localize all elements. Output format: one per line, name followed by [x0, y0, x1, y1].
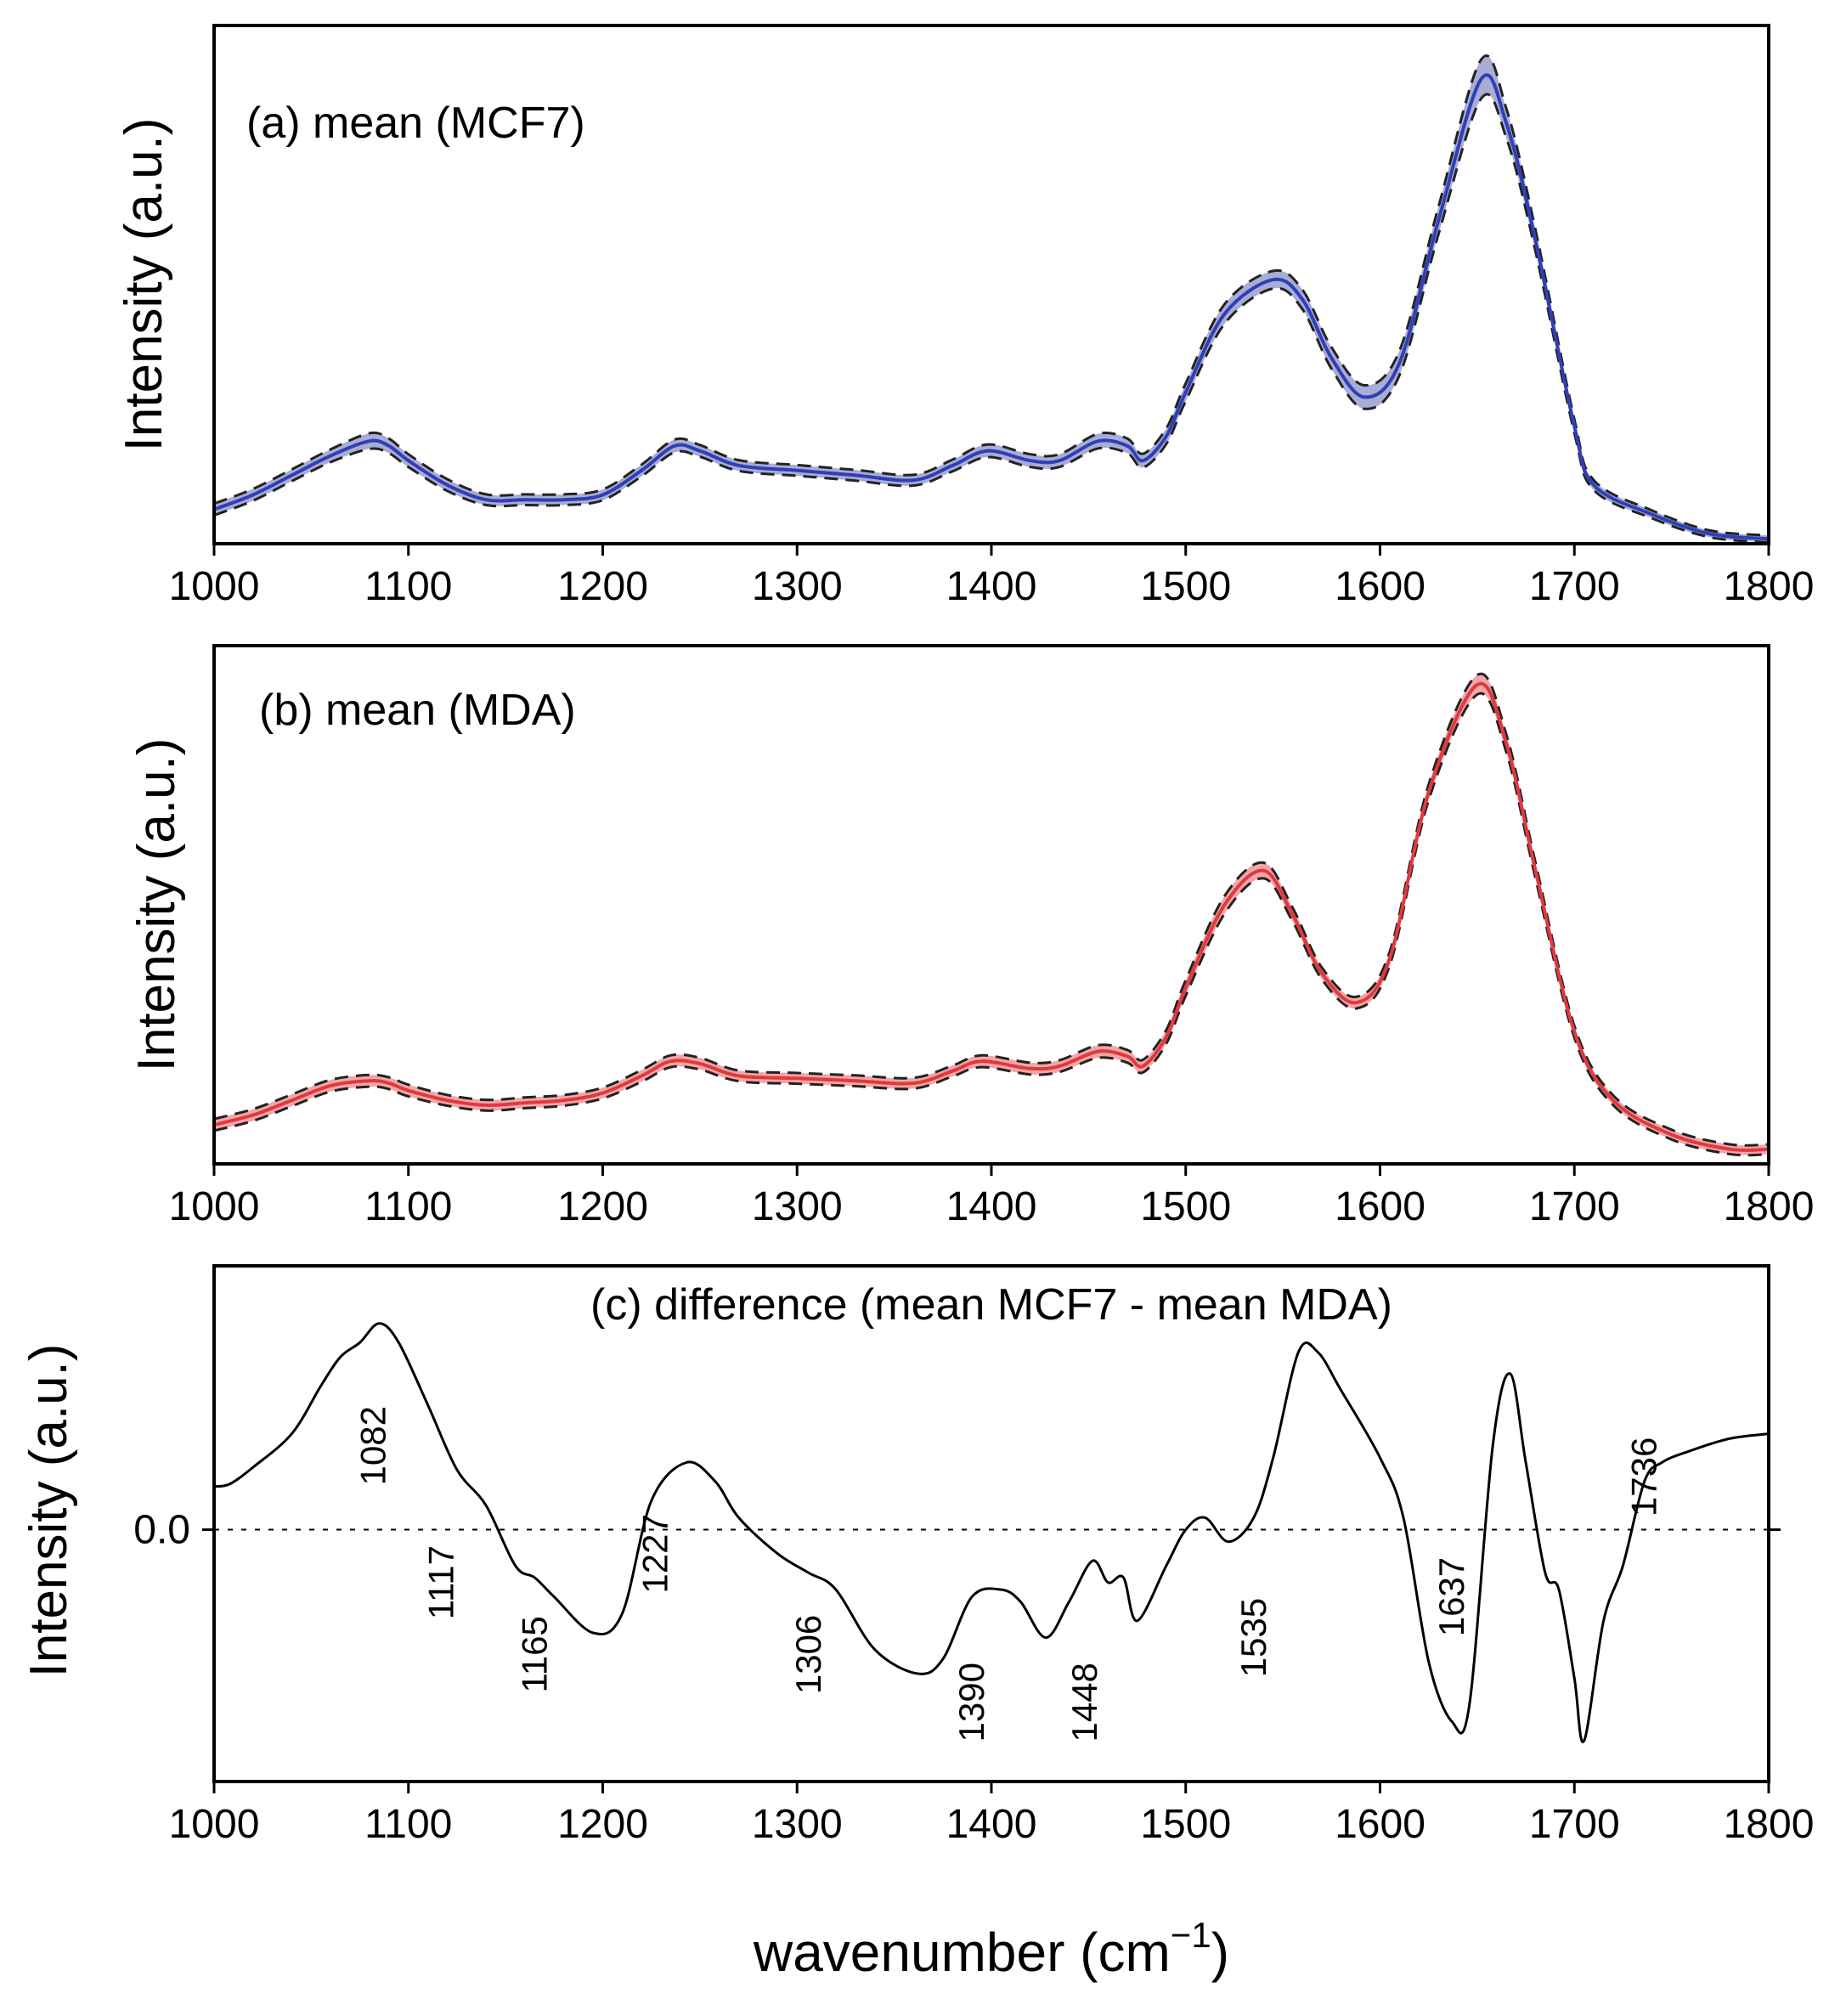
x-tick-label: 1100 [364, 564, 452, 609]
mean-line [213, 681, 1770, 1152]
std-upper-line [213, 672, 1770, 1147]
x-tick-label: 1600 [1335, 1184, 1425, 1229]
x-tick-label: 1300 [752, 1802, 843, 1847]
peak-label-1637: 1637 [1431, 1557, 1471, 1636]
std-band [214, 674, 1769, 1155]
x-axis-label-end: ) [1211, 1922, 1229, 1983]
std-lower-line [213, 93, 1770, 544]
y-tick-label: 0.0 [133, 1508, 190, 1553]
x-tick-label: 1600 [1335, 564, 1425, 609]
panel-a-ticks: 1000 1100 1200 1300 1400 1500 1600 1700 1800 [169, 544, 1815, 609]
peak-label-1117: 1117 [421, 1545, 461, 1619]
x-tick-label: 1700 [1529, 1184, 1620, 1229]
x-tick-label: 1700 [1529, 1802, 1620, 1847]
x-tick-label: 1400 [946, 564, 1037, 609]
x-tick-label: 1000 [169, 1184, 260, 1229]
x-axis-label-main: wavenumber (cm [753, 1922, 1171, 1983]
panel-b-title: (b) mean (MDA) [259, 686, 576, 735]
x-tick-label: 1000 [169, 1802, 260, 1847]
panel-a-title: (a) mean (MCF7) [246, 99, 585, 148]
x-axis-label-sup: −1 [1171, 1915, 1211, 1955]
panel-a-ylabel: Intensity (a.u.) [115, 118, 173, 452]
x-tick-label: 1700 [1529, 564, 1620, 609]
x-tick-label: 1500 [1140, 1802, 1231, 1847]
x-tick-label: 1500 [1140, 564, 1231, 609]
x-tick-label: 1200 [557, 564, 648, 609]
x-tick-label: 1200 [557, 1802, 648, 1847]
x-axis-label: wavenumber (cm−1) [753, 1915, 1229, 1983]
x-tick-label: 1600 [1335, 1802, 1425, 1847]
panel-b-ylabel: Intensity (a.u.) [127, 738, 186, 1072]
x-tick-label: 1800 [1724, 1184, 1815, 1229]
panel-c-title: (c) difference (mean MCF7 - mean MDA) [590, 1280, 1392, 1330]
panel-c-ylabel: Intensity (a.u.) [20, 1344, 78, 1678]
x-tick-label: 1300 [752, 1184, 843, 1229]
panel-c-plot [213, 1322, 1770, 1743]
panel-a: (a) mean (MCF7) Intensity (a.u.) 1000 110… [115, 24, 1815, 609]
x-tick-label: 1100 [364, 1184, 452, 1229]
peak-label-1390: 1390 [951, 1663, 991, 1742]
peak-label-1736: 1736 [1624, 1437, 1664, 1516]
x-tick-label: 1300 [752, 564, 843, 609]
x-tick-label: 1100 [364, 1802, 452, 1847]
panel-b-ticks: 1000 1100 1200 1300 1400 1500 1600 1700 1800 [169, 1164, 1815, 1229]
x-tick-label: 1500 [1140, 1184, 1231, 1229]
peak-label-1165: 1165 [514, 1616, 554, 1692]
peak-label-1306: 1306 [788, 1615, 828, 1694]
peak-label-1535: 1535 [1233, 1598, 1273, 1677]
peak-label-1227: 1227 [635, 1514, 675, 1593]
std-upper-line [213, 54, 1770, 537]
peak-label-1448: 1448 [1064, 1663, 1104, 1742]
x-tick-label: 1800 [1724, 564, 1815, 609]
mean-line [213, 73, 1770, 541]
peak-label-1082: 1082 [353, 1406, 393, 1485]
panel-c-annotations: 1082 1117 1165 1227 1306 1390 1448 1535 1637 1736 [353, 1406, 1664, 1742]
std-lower-line [213, 692, 1770, 1157]
panel-b-plot [213, 672, 1770, 1157]
panel-a-plot [213, 54, 1770, 544]
panel-c: (c) difference (mean MCF7 - mean MDA) In… [20, 1264, 1814, 1847]
x-tick-label: 1800 [1724, 1802, 1815, 1847]
x-tick-label: 1400 [946, 1802, 1037, 1847]
x-tick-label: 1200 [557, 1184, 648, 1229]
panel-c-ticks: 1000 1100 1200 1300 1400 1500 1600 1700 1800 0.0 [133, 1508, 1814, 1847]
difference-line [213, 1322, 1770, 1743]
panel-b: (b) mean (MDA) Intensity (a.u.) 1000 1100… [127, 644, 1815, 1229]
x-tick-label: 1000 [169, 564, 260, 609]
x-tick-label: 1400 [946, 1184, 1037, 1229]
